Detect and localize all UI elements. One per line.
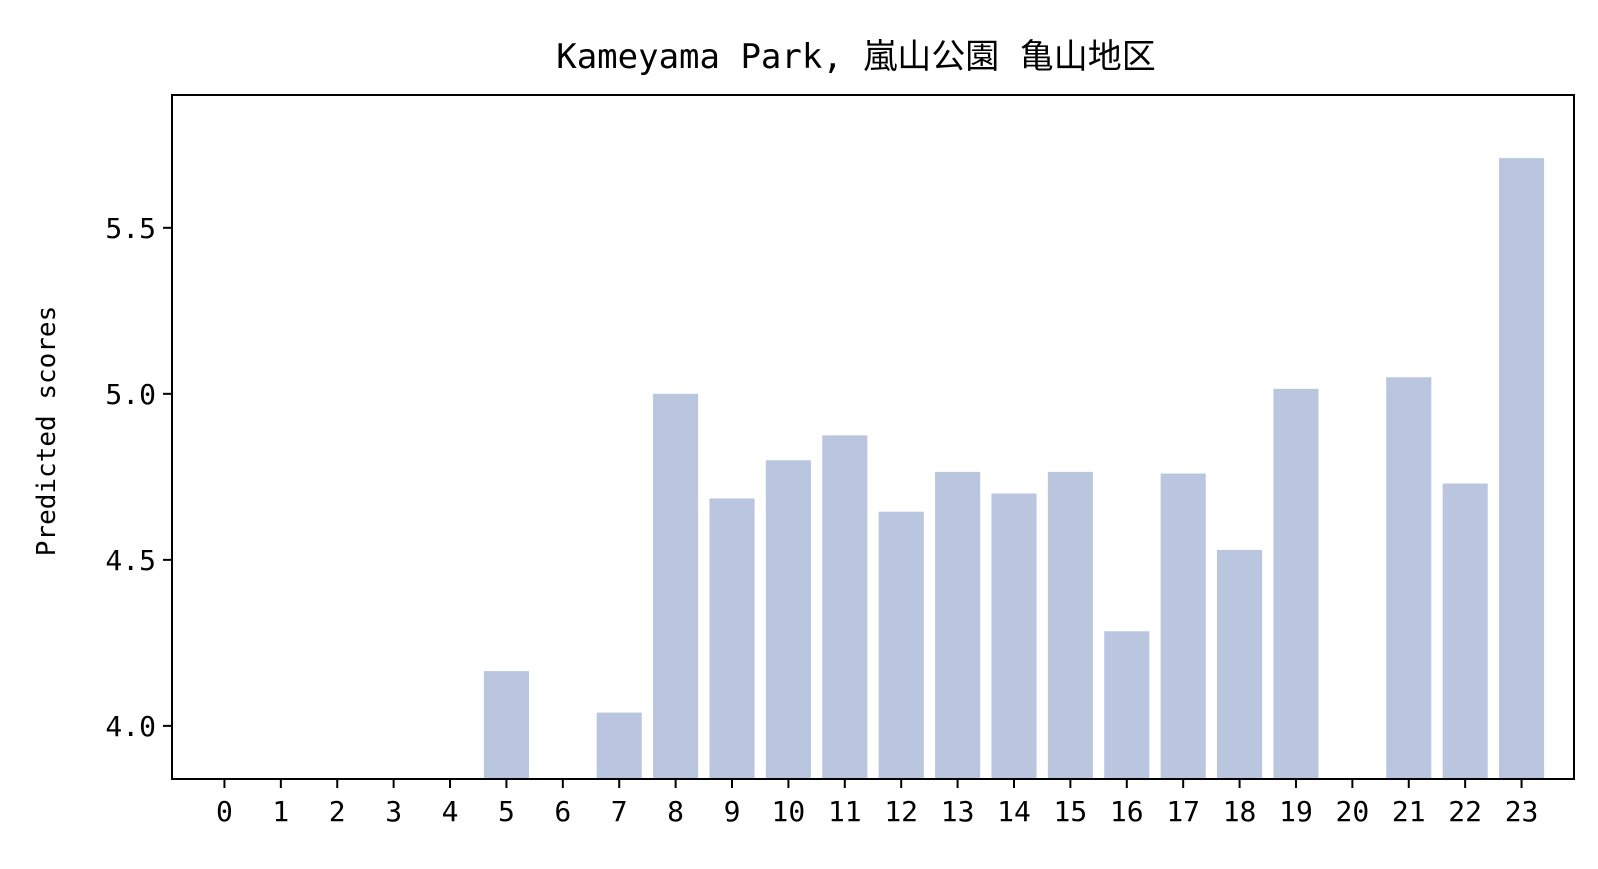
x-tick-label-19: 19: [1279, 795, 1313, 828]
bar-8: [653, 393, 699, 779]
bar-23: [1498, 158, 1545, 779]
x-tick-label-0: 0: [216, 795, 233, 828]
plot-frame: [171, 94, 1575, 780]
bar-10: [765, 460, 811, 779]
x-tick-label-16: 16: [1110, 795, 1144, 828]
x-tick-label-10: 10: [772, 795, 806, 828]
x-tick-label-21: 21: [1392, 795, 1426, 828]
y-tick-label-4.5: 4.5: [105, 544, 156, 577]
bar-11: [822, 435, 868, 779]
x-tick-label-13: 13: [941, 795, 975, 828]
bar-18: [1217, 549, 1263, 779]
x-tick-label-8: 8: [667, 795, 684, 828]
x-tick-label-6: 6: [554, 795, 571, 828]
x-tick-label-9: 9: [724, 795, 741, 828]
x-axis-ticks: 0 1 2 3 4 5 6 7 8 9 10 11 12 13 14 15 16 17 18 19 20 21 22 23: [216, 779, 1538, 828]
bar-9: [709, 498, 755, 779]
bar-22: [1442, 483, 1488, 779]
x-tick-label-7: 7: [611, 795, 628, 828]
bar-14: [991, 493, 1037, 779]
x-tick-label-11: 11: [828, 795, 862, 828]
x-tick-label-15: 15: [1054, 795, 1088, 828]
y-tick-label-4.0: 4.0: [105, 710, 156, 743]
x-tick-label-14: 14: [997, 795, 1031, 828]
x-tick-label-5: 5: [498, 795, 515, 828]
x-tick-label-18: 18: [1223, 795, 1257, 828]
bars-group: [483, 158, 1545, 779]
x-tick-label-22: 22: [1448, 795, 1482, 828]
bar-5: [483, 671, 529, 779]
x-tick-label-4: 4: [442, 795, 459, 828]
y-tick-label-5.5: 5.5: [105, 212, 156, 245]
x-tick-label-23: 23: [1505, 795, 1539, 828]
x-tick-label-3: 3: [385, 795, 402, 828]
bar-21: [1386, 377, 1432, 779]
bar-16: [1104, 631, 1150, 779]
bar-19: [1273, 388, 1319, 779]
bar-15: [1047, 471, 1093, 779]
bar-7: [596, 712, 642, 779]
y-axis-label: Predicted scores: [32, 306, 62, 556]
x-tick-label-12: 12: [884, 795, 918, 828]
x-tick-label-17: 17: [1166, 795, 1200, 828]
x-tick-label-2: 2: [329, 795, 346, 828]
y-tick-label-5.0: 5.0: [105, 378, 156, 411]
bar-17: [1160, 473, 1206, 779]
y-axis-ticks: 4.0 4.5 5.0 5.5: [105, 212, 172, 743]
chart-title: Kameyama Park, 嵐山公園 亀山地区: [556, 37, 1156, 77]
x-tick-label-20: 20: [1336, 795, 1370, 828]
x-tick-label-1: 1: [272, 795, 289, 828]
bar-13: [935, 471, 981, 779]
bar-12: [878, 511, 924, 779]
